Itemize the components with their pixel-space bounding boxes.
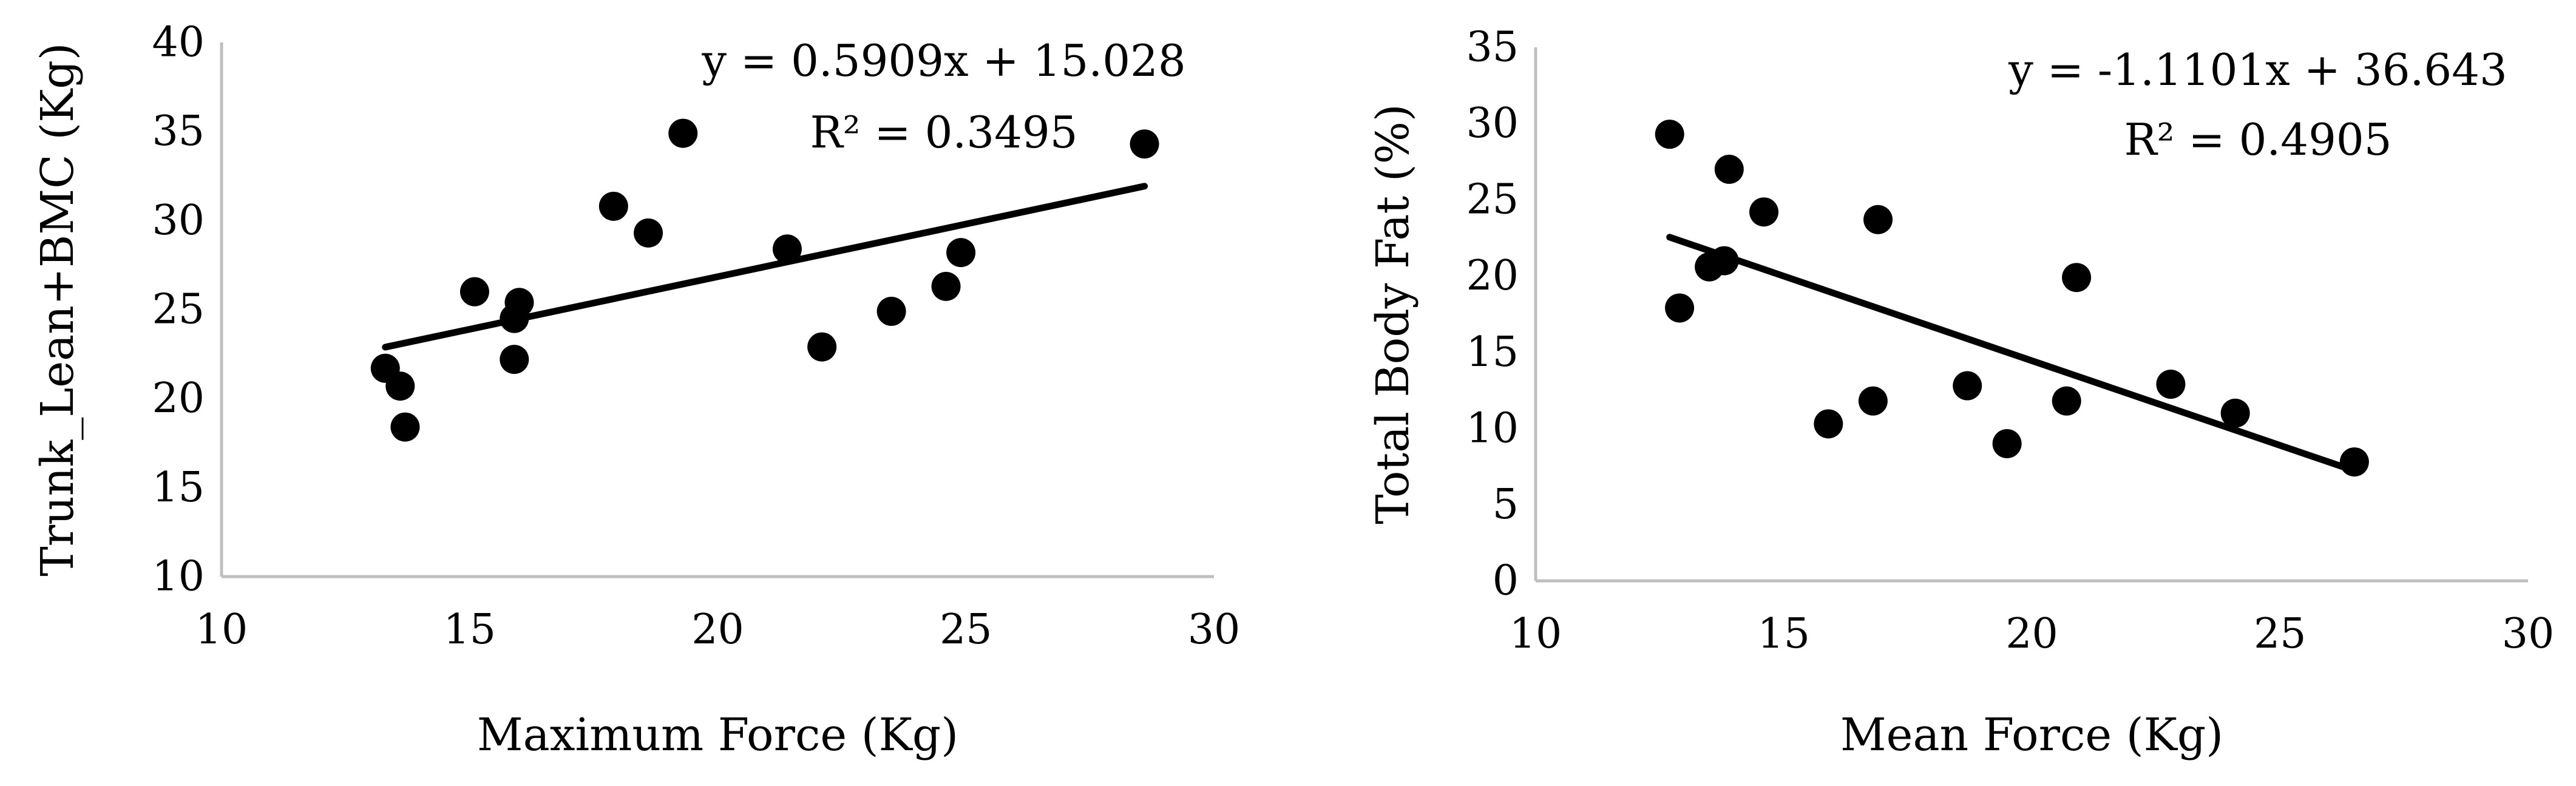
x-tick-label: 15 bbox=[443, 606, 496, 654]
y-tick-label: 40 bbox=[152, 19, 205, 67]
x-tick-label: 30 bbox=[2502, 610, 2555, 658]
trendline bbox=[382, 183, 1148, 351]
data-point bbox=[1858, 386, 1888, 416]
data-point bbox=[946, 238, 976, 268]
x-axis-title: Mean Force (Kg) bbox=[1840, 709, 2223, 761]
data-point bbox=[500, 345, 529, 374]
data-point bbox=[1749, 197, 1779, 227]
data-point bbox=[1714, 154, 1744, 184]
y-tick-label: 15 bbox=[152, 464, 205, 512]
x-tick-label: 15 bbox=[1757, 610, 1810, 658]
chart-mean-force: 0 5 10 15 20 25 30 35 10 15 20 25 30 Mean Force (Kg) T… bbox=[1367, 24, 2554, 762]
data-point bbox=[1665, 293, 1695, 323]
data-point bbox=[504, 288, 534, 317]
y-tick-label: 30 bbox=[152, 197, 205, 245]
data-point bbox=[772, 234, 802, 264]
data-point bbox=[1992, 429, 2022, 458]
data-point bbox=[1863, 205, 1893, 234]
r-squared-label: R² = 0.3495 bbox=[810, 107, 1077, 158]
y-tick-label: 30 bbox=[1466, 100, 1519, 147]
data-point bbox=[2052, 386, 2081, 416]
data-point bbox=[2062, 263, 2092, 293]
data-point bbox=[390, 412, 420, 442]
data-point bbox=[876, 296, 906, 326]
y-tick-label: 35 bbox=[152, 107, 205, 155]
x-tick-label: 20 bbox=[691, 606, 744, 654]
y-tick-label: 35 bbox=[1466, 24, 1519, 72]
data-point bbox=[1814, 409, 1843, 439]
chart-maximum-force: 10 15 20 25 30 35 40 10 15 20 25 30 Maximum Force (K… bbox=[32, 19, 1240, 762]
x-axis-title: Maximum Force (Kg) bbox=[477, 709, 958, 761]
data-point bbox=[1709, 246, 1739, 276]
y-tick-label: 5 bbox=[1493, 481, 1519, 529]
data-point bbox=[2156, 370, 2186, 399]
y-tick-label: 10 bbox=[1466, 404, 1519, 452]
x-tick-label: 10 bbox=[1510, 610, 1562, 658]
x-tick-label: 30 bbox=[1188, 606, 1241, 654]
data-point bbox=[668, 118, 698, 148]
y-tick-label: 20 bbox=[1466, 252, 1519, 300]
y-axis-title: Trunk_Lean+BMC (Kg) bbox=[32, 42, 84, 576]
regression-equation: y = -1.1101x + 36.643 bbox=[2008, 44, 2507, 95]
data-point bbox=[807, 332, 837, 362]
data-point bbox=[2220, 398, 2250, 428]
x-tick-label: 10 bbox=[195, 606, 248, 654]
y-tick-label: 20 bbox=[152, 374, 205, 422]
y-tick-label: 0 bbox=[1493, 557, 1519, 605]
y-tick-label: 25 bbox=[152, 286, 205, 334]
y-axis-title: Total Body Fat (%) bbox=[1367, 104, 1419, 524]
data-point bbox=[1953, 371, 1982, 401]
r-squared-label: R² = 0.4905 bbox=[2124, 114, 2391, 165]
data-point bbox=[1130, 129, 1159, 159]
x-tick-label: 25 bbox=[2254, 610, 2307, 658]
data-point bbox=[459, 277, 489, 307]
data-point bbox=[634, 218, 663, 248]
data-point bbox=[2339, 447, 2369, 477]
y-tick-label: 10 bbox=[152, 553, 205, 601]
data-point bbox=[1655, 120, 1684, 149]
data-point bbox=[385, 371, 415, 401]
data-point bbox=[598, 191, 628, 221]
trendline bbox=[1666, 234, 2358, 475]
data-point bbox=[931, 271, 961, 301]
regression-equation: y = 0.5909x + 15.028 bbox=[701, 35, 1185, 86]
x-tick-label: 25 bbox=[940, 606, 992, 654]
x-tick-label: 20 bbox=[2005, 610, 2058, 658]
y-tick-label: 25 bbox=[1466, 176, 1519, 224]
y-tick-label: 15 bbox=[1466, 328, 1519, 376]
